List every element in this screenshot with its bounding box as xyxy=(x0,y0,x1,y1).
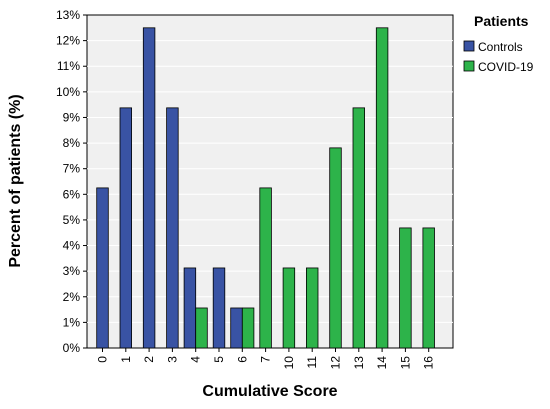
y-tick-label: 1% xyxy=(63,315,81,329)
bar-controls xyxy=(142,27,156,349)
legend-label-covid: COVID-19 xyxy=(478,60,534,74)
bar-covid19 xyxy=(399,227,412,349)
x-tick-label: 0 xyxy=(96,356,110,363)
x-tick-label: 1 xyxy=(119,356,133,363)
y-tick-label: 4% xyxy=(63,239,81,253)
x-tick-label: 4 xyxy=(189,356,203,363)
x-tick-label: 5 xyxy=(212,356,226,363)
y-axis-ticks: 0% 1% 2% 3% 4% 5% 6% 7% 8% 9% 10% 11% 12% 13% xyxy=(56,8,87,355)
y-axis-title: Percent of patients (%) xyxy=(7,94,24,267)
x-tick-label: 14 xyxy=(375,356,389,370)
legend-swatch-covid xyxy=(463,60,475,72)
bar-covid19 xyxy=(241,307,255,349)
y-tick-label: 11% xyxy=(57,59,80,73)
y-tick-label: 7% xyxy=(63,162,81,176)
legend: Patients Controls COVID-19 xyxy=(463,13,534,74)
bars xyxy=(96,27,435,349)
x-tick-label: 7 xyxy=(259,356,273,363)
y-tick-label: 13% xyxy=(56,8,80,22)
bar-controls xyxy=(96,187,109,349)
y-tick-label: 6% xyxy=(63,187,81,201)
x-tick-label: 12 xyxy=(329,356,343,370)
x-tick-label: 2 xyxy=(142,356,156,363)
bar-covid19 xyxy=(352,107,366,349)
y-tick-label: 10% xyxy=(56,85,80,99)
legend-title: Patients xyxy=(474,13,529,29)
x-axis-title: Cumulative Score xyxy=(202,383,337,400)
x-tick-label: 11 xyxy=(305,356,319,369)
x-tick-label: 16 xyxy=(422,356,436,370)
bar-covid19 xyxy=(195,307,208,349)
bar-covid19 xyxy=(282,267,296,349)
y-tick-label: 8% xyxy=(63,136,81,150)
bar-covid19 xyxy=(329,147,342,349)
bar-controls xyxy=(166,107,179,349)
y-tick-label: 5% xyxy=(63,213,81,227)
x-tick-label: 6 xyxy=(235,356,249,363)
bar-covid19 xyxy=(375,27,389,349)
bar-covid19 xyxy=(259,187,272,349)
x-tick-label: 13 xyxy=(352,356,366,370)
y-tick-label: 0% xyxy=(63,341,81,355)
x-axis-ticks: 0 1 2 3 4 5 6 7 10 11 12 13 14 15 16 xyxy=(96,348,436,369)
bar-covid19 xyxy=(305,267,319,349)
x-tick-label: 10 xyxy=(282,356,296,370)
y-tick-label: 3% xyxy=(63,264,81,278)
bar-controls xyxy=(119,107,133,349)
legend-label-controls: Controls xyxy=(478,40,523,54)
bar-covid19 xyxy=(422,227,435,349)
bar-controls xyxy=(230,307,243,349)
y-tick-label: 2% xyxy=(63,290,81,304)
y-tick-label: 12% xyxy=(56,34,80,48)
y-tick-label: 9% xyxy=(63,110,81,124)
x-tick-label: 15 xyxy=(398,356,412,370)
x-tick-label: 3 xyxy=(165,356,179,363)
legend-swatch-controls xyxy=(463,40,475,52)
bar-controls xyxy=(183,267,197,349)
bar-controls xyxy=(212,267,226,349)
